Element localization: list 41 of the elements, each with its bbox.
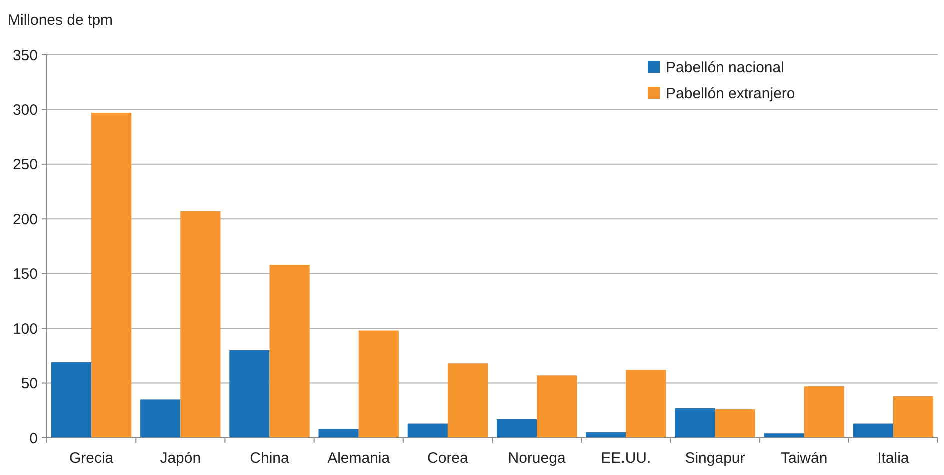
bar — [448, 364, 488, 438]
y-tick-label: 50 — [21, 376, 38, 393]
x-tick-label: Japón — [160, 450, 202, 467]
x-tick-label: China — [250, 450, 290, 467]
bar — [764, 434, 804, 438]
bar — [853, 424, 894, 438]
bar — [675, 408, 716, 438]
bar — [537, 376, 578, 438]
y-tick-label: 200 — [12, 211, 38, 228]
y-tick-label: 250 — [12, 156, 38, 174]
bar — [318, 429, 359, 438]
y-tick-label: 0 — [30, 430, 38, 448]
bar — [715, 410, 756, 438]
y-tick-label: 350 — [12, 47, 38, 64]
bar — [140, 400, 181, 438]
x-tick-label: EE.UU. — [601, 450, 652, 467]
bar — [804, 386, 844, 438]
bar — [496, 419, 538, 438]
bar — [626, 370, 666, 438]
legend-label: Pabellón nacional — [666, 59, 784, 76]
y-tick-label: 100 — [12, 320, 38, 338]
bar — [230, 350, 270, 438]
x-tick-label: Noruega — [508, 450, 566, 467]
x-tick-label: Corea — [428, 450, 470, 467]
bar — [408, 424, 448, 438]
bar — [586, 432, 626, 438]
x-tick-label: Grecia — [69, 450, 114, 467]
bar — [358, 330, 399, 438]
y-axis-title: Millones de tpm — [8, 12, 114, 29]
bar — [270, 265, 310, 438]
x-tick-label: Alemania — [328, 450, 391, 467]
x-tick-label: Taiwán — [781, 450, 828, 467]
bar — [893, 396, 934, 438]
x-tick-label: Singapur — [685, 450, 746, 467]
x-tick-label: Italia — [878, 450, 910, 467]
bar — [92, 112, 132, 438]
legend-label: Pabellón extranjero — [666, 85, 796, 102]
y-tick-label: 150 — [12, 266, 38, 284]
bar — [180, 211, 221, 438]
bar — [51, 362, 92, 438]
y-tick-label: 300 — [12, 102, 38, 119]
